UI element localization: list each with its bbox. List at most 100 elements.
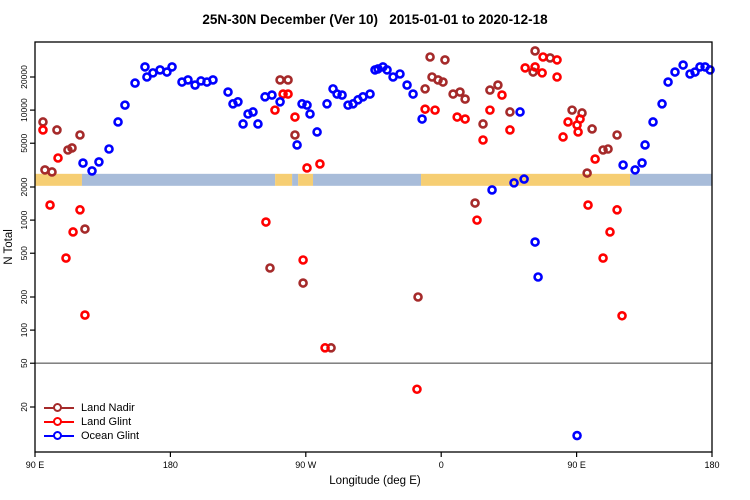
data-point-land-nadir — [440, 55, 450, 65]
data-point-land-nadir — [283, 75, 293, 85]
data-point-land-glint — [38, 125, 48, 135]
data-point-ocean-glint — [515, 107, 525, 117]
data-point-land-nadir — [460, 94, 470, 104]
surface-band-ocean — [630, 173, 712, 186]
x-axis-tick-label: 0 — [439, 460, 444, 470]
data-point-ocean-glint — [637, 158, 647, 168]
data-point-ocean-glint — [670, 67, 680, 77]
data-point-land-glint — [53, 153, 63, 163]
data-point-land-glint — [45, 200, 55, 210]
data-point-ocean-glint — [223, 87, 233, 97]
plot-border — [34, 41, 713, 453]
legend-item-ocean-glint: Ocean Glint — [44, 429, 139, 443]
data-point-land-glint — [61, 253, 71, 263]
y-axis-tick-label: 5000 — [19, 134, 29, 153]
data-point-land-glint — [485, 105, 495, 115]
x-axis-tick-label: 90 E — [567, 460, 586, 470]
data-point-land-nadir — [587, 124, 597, 134]
data-point-land-glint — [537, 68, 547, 78]
data-point-land-glint — [575, 114, 585, 124]
data-point-ocean-glint — [208, 75, 218, 85]
data-point-ocean-glint — [630, 165, 640, 175]
data-point-land-nadir — [505, 107, 515, 117]
data-point-land-nadir — [298, 278, 308, 288]
data-point-land-nadir — [582, 168, 592, 178]
legend: Land Nadir Land Glint Ocean Glint — [44, 401, 139, 443]
surface-band-land — [35, 173, 82, 186]
data-point-ocean-glint — [120, 100, 130, 110]
data-point-ocean-glint — [343, 100, 353, 110]
data-point-land-glint — [420, 104, 430, 114]
data-point-ocean-glint — [648, 117, 658, 127]
data-point-land-nadir — [52, 125, 62, 135]
data-point-land-glint — [530, 62, 540, 72]
data-point-land-nadir — [40, 165, 50, 175]
data-point-land-glint — [598, 253, 608, 263]
data-point-ocean-glint — [337, 90, 347, 100]
data-point-ocean-glint — [94, 157, 104, 167]
data-point-land-glint — [270, 105, 280, 115]
data-point-land-glint — [612, 205, 622, 215]
data-point-land-glint — [283, 89, 293, 99]
chart-title: 25N-30N December (Ver 10) 2015-01-01 to … — [202, 12, 548, 27]
data-point-land-nadir — [80, 224, 90, 234]
data-point-ocean-glint — [657, 99, 667, 109]
data-point-ocean-glint — [618, 160, 628, 170]
data-point-ocean-glint — [297, 99, 307, 109]
data-point-ocean-glint — [322, 99, 332, 109]
data-point-land-nadir — [420, 84, 430, 94]
data-point-land-glint — [558, 132, 568, 142]
data-point-ocean-glint — [302, 100, 312, 110]
data-point-land-glint — [290, 112, 300, 122]
y-axis-title: N Total — [3, 229, 15, 265]
data-point-land-nadir — [612, 130, 622, 140]
data-point-land-nadir — [470, 198, 480, 208]
data-point-land-glint — [538, 52, 548, 62]
data-point-land-glint — [552, 55, 562, 65]
surface-band-land — [421, 173, 631, 186]
y-axis-tick-label: 20 — [19, 402, 29, 412]
data-point-land-nadir — [290, 130, 300, 140]
data-point-land-nadir — [38, 117, 48, 127]
data-point-ocean-glint — [487, 185, 497, 195]
data-point-ocean-glint — [87, 166, 97, 176]
y-axis-tick-label: 50 — [19, 358, 29, 368]
data-point-ocean-glint — [509, 178, 519, 188]
y-axis-tick-label: 1000 — [19, 210, 29, 229]
data-point-ocean-glint — [78, 158, 88, 168]
data-point-ocean-glint — [408, 89, 418, 99]
data-point-ocean-glint — [678, 60, 688, 70]
data-point-land-nadir — [455, 87, 465, 97]
data-point-land-nadir — [567, 105, 577, 115]
data-point-land-nadir — [425, 52, 435, 62]
data-point-ocean-glint — [253, 119, 263, 129]
data-point-ocean-glint — [365, 89, 375, 99]
data-point-land-glint — [472, 215, 482, 225]
data-point-land-glint — [80, 310, 90, 320]
data-point-land-glint — [505, 125, 515, 135]
data-point-ocean-glint — [690, 67, 700, 77]
data-point-ocean-glint — [705, 65, 715, 75]
x-axis-tick-label: 90 E — [26, 460, 45, 470]
data-point-ocean-glint — [695, 62, 705, 72]
data-point-ocean-glint — [382, 65, 392, 75]
data-point-land-glint — [563, 117, 573, 127]
x-axis-tick-label: 180 — [163, 460, 178, 470]
data-point-ocean-glint — [663, 77, 673, 87]
data-point-ocean-glint — [113, 117, 123, 127]
y-axis-tick-label: 20000 — [19, 65, 29, 89]
data-point-land-glint — [452, 112, 462, 122]
data-point-land-nadir — [598, 145, 608, 155]
data-point-land-glint — [573, 127, 583, 137]
data-point-ocean-glint — [530, 237, 540, 247]
data-point-ocean-glint — [533, 272, 543, 282]
data-point-ocean-glint — [332, 89, 342, 99]
data-point-land-nadir — [75, 130, 85, 140]
data-point-land-glint — [261, 217, 271, 227]
data-point-ocean-glint — [395, 69, 405, 79]
data-point-ocean-glint — [162, 67, 172, 77]
data-point-ocean-glint — [140, 62, 150, 72]
data-point-ocean-glint — [130, 78, 140, 88]
